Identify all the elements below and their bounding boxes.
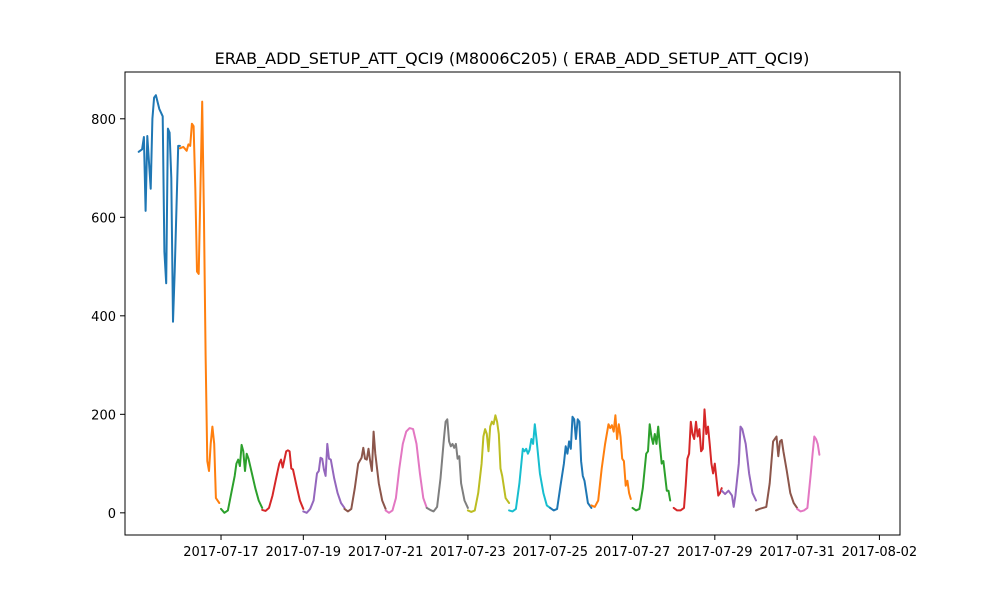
series-line-8 bbox=[425, 418, 469, 513]
x-axis: 2017-07-17 2017-07-19 2017-07-21 2017-07-23… bbox=[183, 535, 917, 560]
series-line-16 bbox=[755, 435, 799, 512]
x-tick-label: 2017-07-23 bbox=[430, 545, 506, 560]
series-line-3 bbox=[220, 443, 264, 514]
series-line-4 bbox=[261, 449, 305, 512]
x-tick-label: 2017-07-25 bbox=[512, 545, 588, 560]
x-tick-label: 2017-07-17 bbox=[183, 545, 259, 560]
series-line-2 bbox=[178, 100, 221, 504]
series-line-7 bbox=[384, 427, 428, 514]
series-line-10 bbox=[508, 423, 552, 513]
series-line-5 bbox=[302, 442, 346, 514]
plot-frame bbox=[124, 71, 901, 536]
x-tick-label: 2017-08-02 bbox=[842, 545, 918, 560]
chart-title: ERAB_ADD_SETUP_ATT_QCI9 (M8006C205) ( ER… bbox=[215, 49, 810, 69]
y-tick-label: 400 bbox=[91, 310, 116, 325]
x-tick-label: 2017-07-29 bbox=[677, 545, 753, 560]
x-tick-label: 2017-07-19 bbox=[266, 545, 342, 560]
y-axis: 0 200 400 600 800 bbox=[91, 113, 125, 522]
y-tick-label: 600 bbox=[91, 211, 116, 226]
y-tick-label: 0 bbox=[108, 507, 116, 522]
x-tick-label: 2017-07-31 bbox=[759, 545, 835, 560]
series-line-15 bbox=[720, 425, 757, 508]
series-line-14 bbox=[672, 408, 723, 512]
x-tick-label: 2017-07-27 bbox=[595, 545, 671, 560]
series-line-6 bbox=[343, 430, 387, 513]
x-tick-label: 2017-07-21 bbox=[348, 545, 424, 560]
y-tick-label: 800 bbox=[91, 113, 116, 128]
series-line-12 bbox=[590, 414, 632, 508]
series-layer bbox=[137, 94, 821, 514]
series-line-9 bbox=[466, 414, 511, 513]
y-tick-label: 200 bbox=[91, 408, 116, 423]
series-line-11 bbox=[549, 415, 593, 512]
series-line-13 bbox=[631, 423, 672, 512]
series-line-17 bbox=[796, 435, 821, 513]
series-line-1 bbox=[137, 94, 181, 323]
